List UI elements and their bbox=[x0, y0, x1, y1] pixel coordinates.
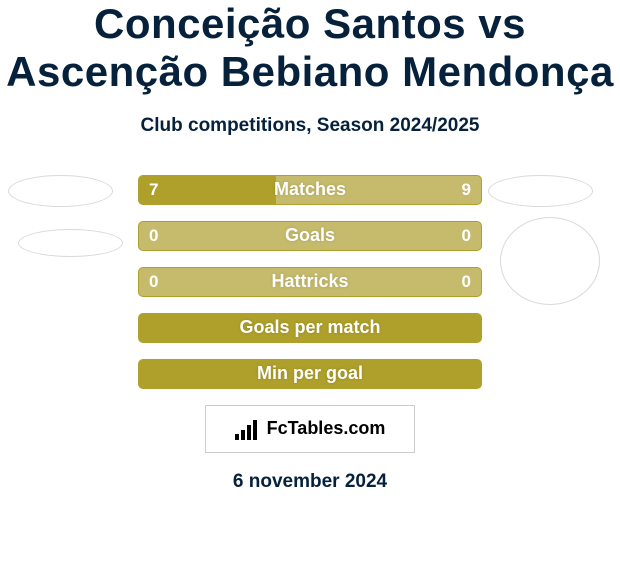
page-subtitle: Club competitions, Season 2024/2025 bbox=[0, 115, 620, 137]
left-flag-placeholder bbox=[18, 229, 123, 257]
bar-label: Goals bbox=[139, 222, 481, 250]
bar-value-right: 0 bbox=[462, 268, 471, 296]
stat-bar: 0 0Hattricks bbox=[138, 267, 482, 297]
stat-bar: Goals per match bbox=[138, 313, 482, 343]
stat-bar: 0 0Goals bbox=[138, 221, 482, 251]
bar-value-right: 9 bbox=[462, 176, 471, 204]
bar-fill bbox=[139, 360, 481, 388]
stat-bar: 79Matches bbox=[138, 175, 482, 205]
logo-text: FcTables.com bbox=[267, 418, 386, 439]
page-title: Conceição Santos vs Ascenção Bebiano Men… bbox=[0, 0, 620, 97]
right-flag-placeholder bbox=[500, 217, 600, 305]
bar-fill bbox=[139, 314, 481, 342]
bar-value-left: 0 bbox=[149, 222, 158, 250]
fctables-logo: FcTables.com bbox=[205, 405, 415, 453]
signal-icon bbox=[235, 418, 261, 440]
footer-date: 6 november 2024 bbox=[0, 471, 620, 493]
comparison-chart: 79Matches00Goals00HattricksGoals per mat… bbox=[0, 175, 620, 389]
stat-bar: Min per goal bbox=[138, 359, 482, 389]
bar-value-right: 0 bbox=[462, 222, 471, 250]
bar-fill bbox=[139, 176, 276, 204]
bar-value-left: 0 bbox=[149, 268, 158, 296]
bars-container: 79Matches00Goals00HattricksGoals per mat… bbox=[138, 175, 482, 389]
bar-label: Hattricks bbox=[139, 268, 481, 296]
left-flag-placeholder bbox=[8, 175, 113, 207]
right-flag-placeholder bbox=[488, 175, 593, 207]
